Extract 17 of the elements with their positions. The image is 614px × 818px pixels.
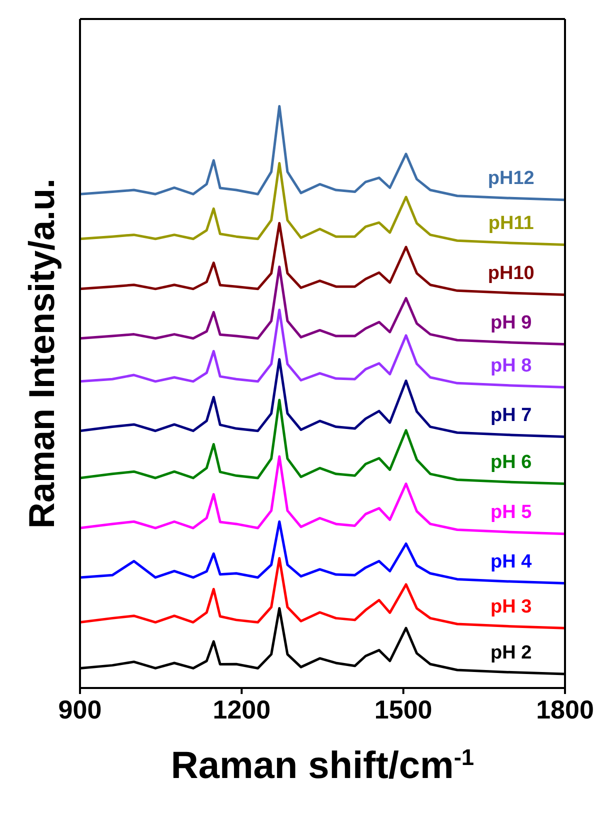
series-label: pH 9 — [490, 312, 532, 334]
x-tick-label: 1500 — [374, 694, 432, 724]
series-label: pH 4 — [490, 552, 532, 573]
x-tick-label: 900 — [58, 694, 102, 724]
y-axis-title: Raman Intensity/a.u. — [20, 178, 62, 529]
series-label: pH 3 — [490, 596, 532, 618]
x-tick-label: 1800 — [536, 694, 594, 724]
series-label: pH10 — [488, 263, 534, 284]
series-label: pH 6 — [490, 452, 532, 474]
series-label: pH 7 — [490, 404, 532, 426]
series-label: pH 2 — [490, 642, 532, 664]
x-tick-label: 1200 — [212, 694, 271, 724]
series-label: pH11 — [488, 212, 534, 234]
series-label: pH 8 — [490, 355, 532, 376]
series-label: pH12 — [488, 168, 534, 190]
series-label: pH 5 — [490, 502, 532, 524]
x-axis-title: Raman shift/cm$^{-1}$ — [170, 744, 474, 787]
